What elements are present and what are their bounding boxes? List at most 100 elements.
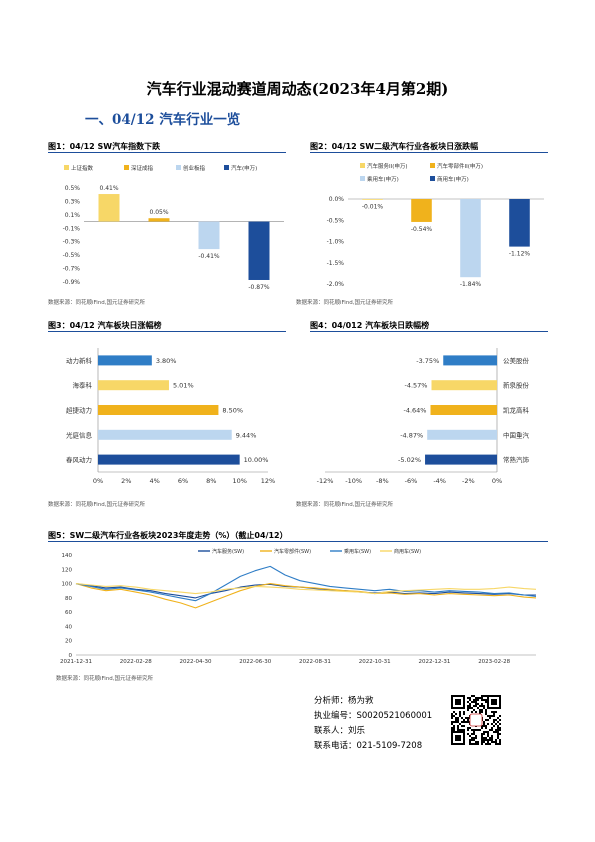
qr-module — [485, 713, 487, 715]
category-label: 海泰科 — [73, 381, 93, 390]
qr-module — [481, 709, 483, 711]
qr-module — [453, 727, 455, 729]
legend-label: 汽车(申万) — [231, 164, 257, 172]
qr-module — [473, 737, 475, 739]
qr-module — [461, 725, 463, 727]
x-tick-label: -8% — [376, 477, 389, 485]
qr-module — [469, 743, 471, 745]
qr-module — [495, 731, 497, 733]
qr-module — [497, 725, 499, 727]
qr-module — [479, 729, 481, 731]
category-label: 中国重汽 — [503, 430, 530, 439]
y-tick-label: 100 — [62, 582, 73, 588]
qr-module — [479, 705, 481, 707]
qr-module — [483, 723, 485, 725]
qr-module — [485, 709, 487, 711]
bar — [98, 380, 169, 391]
data-label: -0.41% — [198, 253, 220, 260]
y-tick-label: 120 — [62, 567, 73, 573]
qr-module — [491, 723, 493, 725]
x-tick-label: 2023-02-28 — [478, 659, 510, 665]
qr-module — [487, 735, 489, 737]
x-tick-label: 2021-12-31 — [60, 659, 92, 665]
qr-module — [471, 729, 473, 731]
qr-module — [481, 711, 483, 713]
legend-swatch — [124, 165, 129, 170]
qr-module — [495, 719, 497, 721]
qr-module — [479, 711, 481, 713]
qr-module — [475, 703, 477, 705]
qr-module — [459, 715, 461, 717]
legend-label: 汽车零部件II(申万) — [437, 162, 483, 170]
x-tick-label: 2022-02-28 — [120, 659, 152, 665]
figure1-source: 数据来源：同花顺iFind,国元证券研究所 — [48, 300, 146, 306]
qr-module — [497, 717, 499, 719]
data-label: -1.12% — [509, 251, 531, 258]
qr-module — [487, 715, 489, 717]
bar — [460, 199, 481, 278]
qr-module — [467, 707, 469, 709]
qr-module — [487, 719, 489, 721]
qr-module — [475, 743, 477, 745]
qr-module — [469, 741, 471, 743]
x-tick-label: 10% — [232, 477, 246, 485]
qr-module — [457, 725, 459, 727]
qr-module — [489, 717, 491, 719]
qr-module — [487, 739, 489, 741]
y-tick-label: 60 — [65, 610, 72, 616]
qr-module — [471, 743, 473, 745]
qr-module — [467, 709, 469, 711]
y-tick-label: -1.0% — [327, 239, 345, 246]
figure2-title: 图2：04/12 SW二级汽车行业各板块日涨跌幅 — [310, 142, 479, 151]
qr-module — [485, 719, 487, 721]
y-tick-label: -0.9% — [63, 279, 81, 286]
bar — [98, 194, 120, 222]
qr-module — [485, 701, 487, 703]
bar — [427, 429, 497, 440]
category-label: 常熟汽饰 — [503, 455, 530, 464]
qr-module — [493, 715, 495, 717]
qr-module — [459, 711, 461, 713]
data-label: -1.84% — [460, 281, 482, 288]
legend-label: 上证指数 — [71, 164, 94, 172]
y-tick-label: 0.0% — [329, 196, 345, 203]
qr-module — [451, 721, 453, 723]
qr-module — [457, 717, 459, 719]
figure5-rule — [48, 541, 548, 542]
figure2-source: 数据来源：同花顺iFind,国元证券研究所 — [296, 300, 394, 306]
qr-module — [473, 695, 475, 697]
data-label: 5.01% — [173, 382, 194, 390]
legend-label: 商用车(申万) — [437, 175, 469, 183]
data-label: -3.75% — [416, 357, 439, 365]
qr-module — [461, 721, 463, 723]
qr-module — [475, 711, 477, 713]
y-tick-label: 0.5% — [65, 185, 81, 192]
qr-module — [487, 733, 489, 735]
data-label: 8.50% — [222, 407, 243, 415]
figure1-title: 图1：04/12 SW汽车指数下跌 — [48, 142, 161, 151]
qr-module — [485, 731, 487, 733]
qr-module — [483, 705, 485, 707]
x-tick-label: -10% — [345, 477, 362, 485]
qr-module — [475, 735, 477, 737]
qr-module — [481, 741, 483, 743]
data-label: -4.57% — [404, 382, 427, 390]
qr-module — [483, 733, 485, 735]
qr-module — [491, 737, 493, 739]
qr-module — [493, 719, 495, 721]
analyst-name: 分析师：杨为敩 — [314, 696, 374, 706]
qr-module — [463, 713, 465, 715]
qr-module — [471, 701, 473, 703]
x-tick-label: -6% — [405, 477, 418, 485]
qr-module — [455, 713, 457, 715]
category-label: 动力新科 — [66, 356, 93, 365]
legend-label: 深证成指 — [131, 164, 154, 172]
qr-module — [463, 725, 465, 727]
bar — [98, 405, 219, 415]
bar — [425, 454, 497, 465]
figure1-chart: 上证指数 深证成指 创业板指 汽车(申万) 0.5% 0.3% 0.1% -0.1% -0.3%… — [63, 164, 284, 291]
qr-module — [453, 725, 455, 727]
qr-module — [479, 697, 481, 699]
bar — [431, 380, 497, 391]
category-label: 公美股份 — [503, 356, 530, 365]
